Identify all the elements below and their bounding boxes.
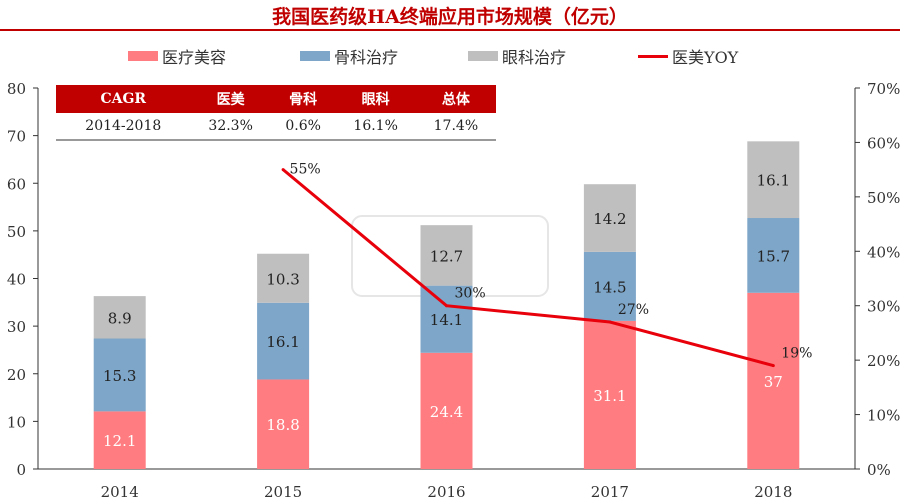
y-tick-label: 50 [7,223,26,241]
y2-tick-label: 40% [867,243,900,261]
bar-data-label: 10.3 [266,270,299,288]
yoy-point [771,364,775,368]
table-cell: 16.1% [335,113,416,141]
table-header: 医美 [190,85,271,113]
table-cell: 32.3% [190,113,271,141]
bar-data-label: 16.1 [266,333,299,351]
table-cell: 2014-2018 [56,113,191,141]
y2-tick-label: 10% [867,407,900,425]
bar-data-label: 18.8 [266,416,299,434]
legend-swatch [468,51,498,61]
bar-data-label: 14.5 [593,278,626,296]
yoy-data-label: 27% [618,302,649,318]
legend-swatch [128,51,158,61]
bar-segment [257,379,310,469]
bar-segment [747,141,800,219]
x-tick-label: 2017 [591,483,629,500]
table-row: 2014-2018 32.3% 0.6% 16.1% 17.4% [56,113,496,141]
y2-tick-label: 70% [867,80,900,98]
yoy-data-label: 19% [781,346,812,362]
table-header: 眼科 [335,85,416,113]
legend-item: 眼科治疗 [468,44,566,68]
bar-data-label: 12.1 [103,432,136,450]
bar-segment [420,285,473,353]
legend-label: 医美YOY [672,48,739,67]
y2-tick-label: 20% [867,352,900,370]
bar-segment [747,292,800,469]
legend-item: 骨科治疗 [300,44,398,68]
y2-tick-label: 30% [867,298,900,316]
yoy-data-label: 30% [455,286,486,302]
table-cell: 17.4% [415,113,496,141]
yoy-point [445,304,448,308]
legend-swatch [638,54,668,58]
table-cell: 0.6% [270,113,336,141]
bar-data-label: 14.1 [430,311,463,329]
bar-data-label: 8.9 [108,309,132,327]
bar-segment [420,225,473,286]
yoy-point [608,320,612,324]
bar-segment [93,411,146,469]
table-header: 骨科 [270,85,336,113]
yoy-data-label: 55% [290,162,321,178]
table-header: 总体 [415,85,496,113]
y-tick-label: 70 [7,128,26,146]
chart-title: 我国医药级HA终端应用市场规模（亿元） [272,6,628,28]
bar-segment [747,218,800,293]
cagr-table: CAGR 医美 骨科 眼科 总体 2014-2018 32.3% 0.6% 16… [56,85,496,141]
legend-item: 医美YOY [638,44,738,68]
bar-segment [257,302,310,380]
legend-label: 眼科治疗 [502,48,567,67]
bar-data-label: 24.4 [430,403,463,421]
yoy-line [282,168,774,368]
yoy-point [281,168,285,172]
legend-label: 骨科治疗 [334,48,399,67]
bar-segment [420,352,473,469]
y-tick-label: 30 [7,318,26,336]
legend-swatch [300,51,330,61]
bar-data-label: 16.1 [757,172,790,190]
y-tick-label: 60 [7,175,26,193]
bar-data-label: 31.1 [593,387,626,405]
table-header: CAGR [56,85,191,113]
y-tick-label: 20 [7,366,26,384]
y-tick-label: 10 [7,413,26,431]
bar-segment [583,184,636,252]
x-tick-label: 2018 [754,483,792,500]
legend: 医疗美容 骨科治疗 眼科治疗 医美YOY [0,44,900,68]
title-divider [0,29,900,31]
bar-segment [583,320,636,469]
bar-data-label: 12.7 [430,247,463,265]
y2-tick-label: 50% [867,189,900,207]
x-tick-label: 2016 [427,483,465,500]
bar-data-label: 15.7 [757,247,790,265]
bar-data-label: 37 [764,373,783,391]
y-tick-label: 0 [16,461,26,479]
bar-segment [93,338,146,412]
bar-segment [583,251,636,321]
y-tick-label: 40 [7,271,26,289]
bar-segment [257,253,310,303]
y2-tick-label: 60% [867,134,900,152]
y-tick-label: 80 [7,80,26,98]
bar-data-label: 14.2 [593,210,626,228]
x-tick-label: 2014 [101,483,139,500]
bar-data-label: 15.3 [103,367,136,385]
legend-item: 医疗美容 [128,44,226,68]
legend-label: 医疗美容 [162,48,227,67]
bar-segment [93,296,146,339]
y2-tick-label: 0% [867,461,891,479]
x-tick-label: 2015 [264,483,302,500]
